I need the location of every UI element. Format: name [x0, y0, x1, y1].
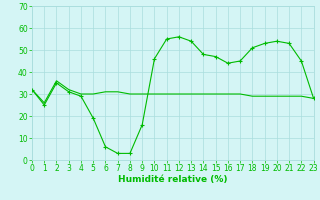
- X-axis label: Humidité relative (%): Humidité relative (%): [118, 175, 228, 184]
